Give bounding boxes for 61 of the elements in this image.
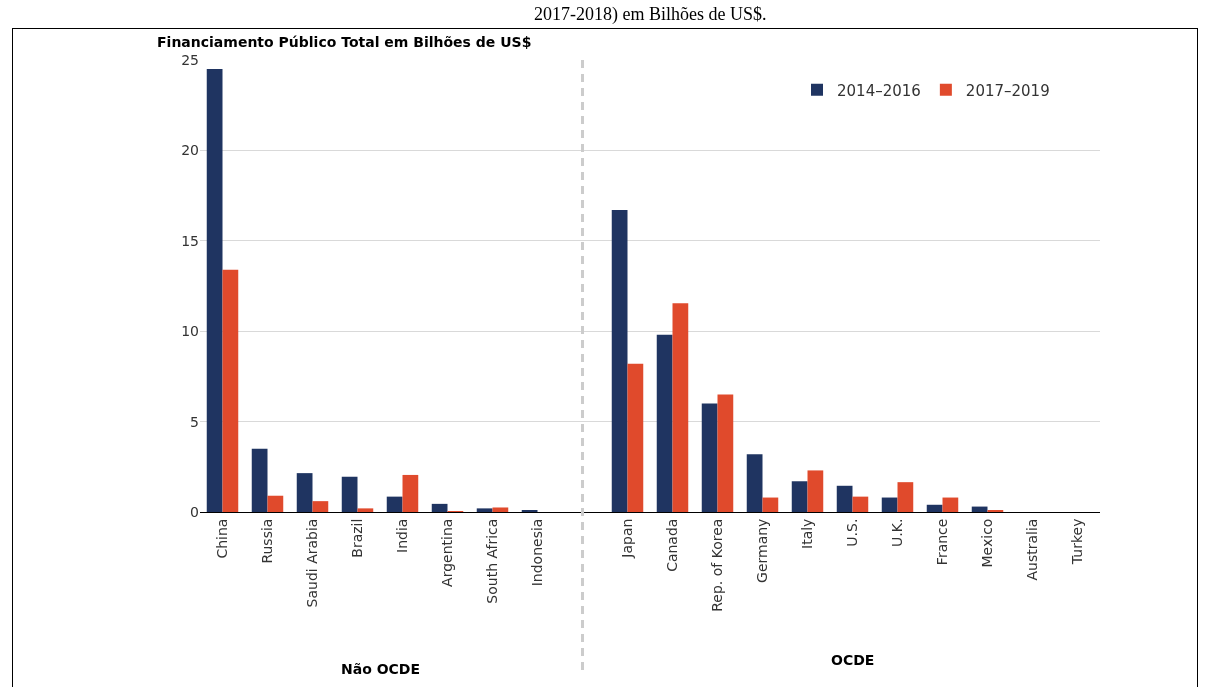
bar bbox=[267, 495, 284, 512]
x-tick-label: Australia bbox=[1024, 518, 1041, 581]
bar bbox=[701, 403, 718, 512]
x-tick-label: U.S. bbox=[844, 518, 861, 547]
x-tick-label: Saudi Arabia bbox=[304, 518, 321, 608]
bar bbox=[807, 470, 824, 512]
y-tick-label: 15 bbox=[181, 232, 199, 249]
x-tick-label: Russia bbox=[259, 518, 276, 564]
bar bbox=[611, 210, 628, 512]
x-tick-label: South Africa bbox=[484, 518, 501, 604]
bar bbox=[746, 454, 763, 512]
bar bbox=[971, 506, 988, 512]
bar bbox=[881, 497, 898, 512]
bar bbox=[431, 503, 448, 512]
x-tick-label: Argentina bbox=[439, 518, 456, 587]
x-tick-label: Brazil bbox=[349, 518, 366, 558]
y-tick-label: 20 bbox=[181, 142, 199, 159]
y-tick-label: 5 bbox=[190, 413, 199, 430]
legend-label: 2017–2019 bbox=[965, 81, 1050, 100]
y-tick-label: 25 bbox=[181, 51, 199, 68]
legend-label: 2014–2016 bbox=[837, 81, 921, 100]
bar bbox=[402, 474, 419, 512]
chart-title: Financiamento Público Total em Bilhões de US$ bbox=[157, 33, 532, 50]
x-tick-label: France bbox=[934, 518, 951, 566]
bar bbox=[942, 497, 959, 512]
bar bbox=[836, 485, 853, 512]
bar bbox=[762, 497, 779, 512]
bar bbox=[897, 482, 914, 512]
x-tick-label: Rep. of Korea bbox=[709, 518, 726, 612]
bar bbox=[791, 481, 808, 512]
bar bbox=[312, 501, 329, 512]
bar bbox=[852, 496, 869, 512]
x-tick-label: India bbox=[394, 518, 411, 553]
x-tick-label: U.K. bbox=[889, 518, 906, 547]
y-tick-label: 10 bbox=[181, 323, 199, 340]
x-tick-label: Italy bbox=[799, 518, 816, 549]
x-tick-label: Canada bbox=[664, 518, 681, 572]
bar bbox=[492, 507, 509, 512]
bar bbox=[296, 473, 313, 512]
bar bbox=[386, 496, 403, 512]
x-tick-label: Germany bbox=[754, 518, 771, 583]
bar bbox=[341, 476, 358, 512]
x-tick-label: China bbox=[214, 518, 231, 559]
text: OCDE bbox=[831, 652, 875, 668]
bar bbox=[926, 504, 943, 512]
bar bbox=[656, 334, 673, 512]
y-tick-label: 0 bbox=[190, 503, 199, 520]
bar bbox=[627, 363, 644, 512]
bar bbox=[251, 448, 268, 512]
bar bbox=[672, 303, 689, 512]
bar bbox=[206, 69, 223, 512]
bar bbox=[357, 508, 374, 512]
bar bbox=[476, 508, 493, 512]
x-tick-label: Turkey bbox=[1069, 518, 1086, 566]
text: Não OCDE bbox=[341, 661, 421, 677]
x-tick-label: Indonesia bbox=[529, 518, 546, 587]
bar bbox=[717, 394, 734, 512]
text: 2017-2018) em Bilhões de US$. bbox=[534, 4, 767, 25]
x-tick-label: Mexico bbox=[979, 518, 996, 568]
bar bbox=[222, 269, 239, 512]
x-tick-label: Japan bbox=[619, 518, 636, 559]
